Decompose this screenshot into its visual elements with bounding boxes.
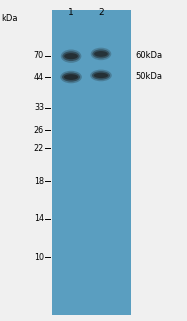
Ellipse shape — [90, 70, 112, 81]
Text: 22: 22 — [34, 144, 44, 153]
Text: 14: 14 — [34, 214, 44, 223]
Ellipse shape — [92, 49, 110, 58]
Text: 50kDa: 50kDa — [136, 72, 163, 81]
Text: 1: 1 — [68, 8, 74, 17]
Text: 33: 33 — [34, 103, 44, 112]
Text: 2: 2 — [98, 8, 104, 17]
FancyBboxPatch shape — [52, 10, 131, 315]
Ellipse shape — [94, 73, 108, 78]
Text: 70: 70 — [34, 51, 44, 60]
Text: 44: 44 — [34, 73, 44, 82]
Ellipse shape — [94, 51, 108, 57]
Text: 60kDa: 60kDa — [136, 51, 163, 60]
Ellipse shape — [92, 71, 110, 80]
Text: 26: 26 — [34, 126, 44, 134]
Ellipse shape — [60, 71, 82, 83]
Ellipse shape — [62, 73, 80, 82]
Text: kDa: kDa — [1, 14, 17, 23]
Text: 18: 18 — [34, 177, 44, 186]
Ellipse shape — [91, 48, 111, 60]
Text: 10: 10 — [34, 253, 44, 262]
Ellipse shape — [61, 49, 81, 63]
Ellipse shape — [64, 74, 78, 80]
Ellipse shape — [64, 53, 78, 59]
Ellipse shape — [62, 51, 80, 61]
